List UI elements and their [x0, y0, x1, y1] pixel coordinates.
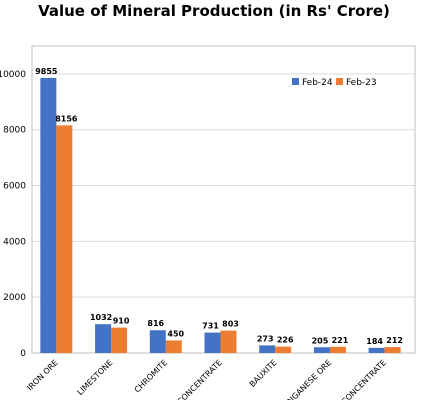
data-label: 184: [366, 337, 383, 346]
legend-swatch-feb-24: [292, 78, 299, 85]
x-tick-label: BAUXITE: [248, 358, 279, 389]
bar-feb-24: [95, 324, 112, 353]
y-tick-label: 4000: [3, 237, 26, 247]
bar-feb-23: [56, 125, 73, 354]
y-tick-label: 2000: [3, 293, 26, 303]
data-label: 221: [332, 336, 349, 345]
x-tick-label: CHROMITE: [133, 358, 170, 395]
data-label: 212: [386, 336, 403, 345]
data-label: 450: [167, 329, 184, 338]
y-tick-label: 8000: [3, 126, 26, 136]
x-tick-label: IRON ORE: [25, 358, 59, 392]
bar-feb-23: [275, 346, 292, 353]
bar-feb-23: [165, 340, 182, 353]
x-tick-label: CONCENTRATE: [176, 358, 224, 400]
data-label: 1032: [90, 313, 112, 322]
bar-feb-23: [111, 327, 128, 353]
bar-feb-24: [149, 330, 166, 353]
data-label: 8156: [55, 114, 78, 123]
data-label: 273: [257, 334, 274, 343]
x-tick-label: LIMESTONE: [76, 358, 115, 397]
x-tick-label: CONCENTRATE: [340, 358, 388, 400]
data-label: 731: [202, 322, 219, 331]
y-tick-label: 6000: [3, 182, 26, 192]
data-label: 9855: [35, 67, 58, 76]
data-label: 816: [147, 319, 164, 328]
bar-feb-23: [329, 346, 346, 353]
data-label: 803: [222, 320, 239, 329]
data-label: 226: [277, 336, 294, 345]
bar-feb-23: [384, 347, 401, 353]
data-label: 205: [312, 336, 329, 345]
bar-feb-23: [220, 330, 237, 353]
x-tick-label: MANGANESE ORE: [277, 358, 333, 400]
data-label: 910: [113, 317, 130, 326]
y-tick-label: 10000: [0, 70, 26, 80]
bar-feb-24: [313, 347, 330, 353]
y-tick-label: 0: [20, 349, 26, 359]
legend-swatch-feb-23: [336, 78, 343, 85]
plot-border: [31, 45, 416, 354]
bar-feb-24: [204, 332, 221, 353]
bar-feb-24: [259, 345, 276, 353]
legend-label: Feb-23: [346, 78, 377, 88]
bar-feb-24: [40, 77, 57, 354]
chart-title: Value of Mineral Production (in Rs' Cror…: [38, 2, 390, 20]
legend-label: Feb-24: [302, 78, 333, 88]
bar-feb-24: [368, 347, 385, 353]
